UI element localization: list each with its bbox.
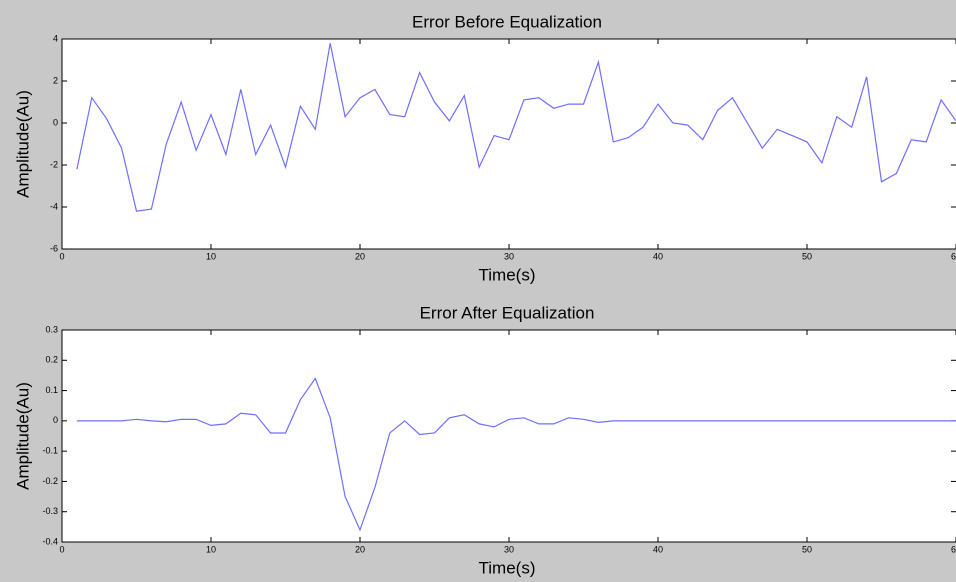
x-tick-label: 20 — [355, 251, 365, 261]
y-axis-label: Amplitude(Au) — [13, 90, 32, 198]
chart-title: Error Before Equalization — [412, 12, 602, 31]
y-tick-label: -4 — [50, 201, 58, 211]
y-tick-label: 2 — [53, 75, 58, 85]
y-tick-label: 0.2 — [45, 355, 58, 365]
plot-area — [61, 38, 956, 250]
x-tick-label: 20 — [355, 544, 365, 554]
y-tick-label: -0.4 — [42, 536, 58, 546]
x-tick-label: 30 — [504, 251, 514, 261]
y-tick-label: -0.3 — [42, 506, 58, 516]
x-axis-label: Time(s) — [479, 558, 536, 577]
x-tick-label: 0 — [59, 251, 64, 261]
x-tick-label: 60 — [951, 251, 956, 261]
y-tick-label: 0.3 — [45, 324, 58, 334]
data-line — [76, 377, 956, 532]
y-tick-label: 4 — [53, 33, 58, 43]
y-axis-label: Amplitude(Au) — [13, 382, 32, 490]
y-tick-label: -0.1 — [42, 446, 58, 456]
x-tick-label: 30 — [504, 544, 514, 554]
x-tick-label: 10 — [206, 544, 216, 554]
x-tick-label: 10 — [206, 251, 216, 261]
y-tick-label: 0 — [53, 117, 58, 127]
y-tick-label: -6 — [50, 243, 58, 253]
x-axis-label: Time(s) — [479, 265, 536, 284]
plot-area — [61, 329, 956, 543]
y-tick-label: -0.2 — [42, 476, 58, 486]
x-tick-label: 50 — [802, 544, 812, 554]
data-line — [76, 43, 956, 212]
y-tick-label: 0 — [53, 415, 58, 425]
x-tick-label: 40 — [653, 251, 663, 261]
x-tick-label: 0 — [59, 544, 64, 554]
y-tick-label: 0.1 — [45, 385, 58, 395]
x-tick-label: 50 — [802, 251, 812, 261]
x-tick-label: 40 — [653, 544, 663, 554]
y-tick-label: -2 — [50, 159, 58, 169]
chart-title: Error After Equalization — [420, 303, 595, 322]
x-tick-label: 60 — [951, 544, 956, 554]
